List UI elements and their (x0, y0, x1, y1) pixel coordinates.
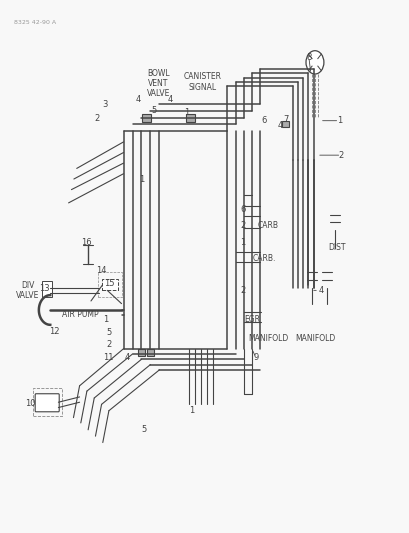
Text: 16: 16 (81, 238, 92, 247)
Text: 5: 5 (151, 106, 156, 115)
Text: DIV
VALVE: DIV VALVE (16, 281, 39, 300)
Text: 13: 13 (39, 284, 49, 293)
Text: 3: 3 (102, 100, 108, 109)
Text: 8325 42-90 A: 8325 42-90 A (13, 20, 56, 25)
Text: 1: 1 (336, 116, 341, 125)
Bar (98, 272, 121, 297)
Bar (137, 349, 145, 356)
Text: 11: 11 (103, 353, 113, 362)
Text: CANISTER
SIGNAL: CANISTER SIGNAL (184, 72, 221, 92)
Text: AIR PUMP: AIR PUMP (62, 310, 99, 319)
Text: CARB: CARB (257, 221, 278, 230)
Text: MANIFOLD: MANIFOLD (294, 334, 334, 343)
Text: EGR: EGR (243, 315, 259, 324)
Text: 1: 1 (189, 406, 194, 415)
Text: 4: 4 (318, 286, 323, 295)
Bar (33, 389, 62, 416)
Text: 1: 1 (240, 238, 245, 247)
Text: 6: 6 (240, 205, 245, 214)
Text: 6: 6 (261, 116, 266, 125)
Text: DIST: DIST (328, 244, 345, 253)
Text: 7: 7 (283, 115, 288, 124)
Circle shape (305, 51, 323, 74)
Text: CARB.: CARB. (252, 254, 275, 263)
Text: 2: 2 (338, 151, 343, 160)
Bar (281, 120, 288, 127)
Text: 5: 5 (141, 425, 146, 434)
Bar (146, 349, 154, 356)
Text: 1: 1 (102, 315, 108, 324)
Text: 15: 15 (104, 279, 114, 288)
FancyBboxPatch shape (35, 394, 59, 412)
Text: 1: 1 (139, 174, 144, 183)
Text: 2: 2 (106, 341, 112, 350)
Text: 8: 8 (306, 53, 311, 62)
Bar (186, 114, 195, 122)
Text: 2: 2 (240, 286, 245, 295)
Text: 14: 14 (96, 266, 106, 275)
Text: 4: 4 (125, 353, 130, 362)
Bar (102, 279, 117, 290)
Text: 10: 10 (25, 399, 36, 408)
Bar (142, 114, 151, 122)
Text: 9: 9 (253, 353, 258, 362)
Text: 2: 2 (94, 114, 99, 123)
Text: 4: 4 (167, 95, 173, 104)
Text: MANIFOLD: MANIFOLD (247, 334, 288, 343)
Text: BOWL
VENT
VALVE: BOWL VENT VALVE (146, 69, 169, 99)
Text: 5: 5 (106, 328, 112, 337)
Text: 4: 4 (135, 95, 140, 104)
Text: 1: 1 (184, 108, 189, 117)
Text: 2: 2 (240, 221, 245, 230)
Text: 4: 4 (277, 122, 282, 131)
Bar (42, 281, 52, 297)
Text: 12: 12 (49, 327, 59, 336)
